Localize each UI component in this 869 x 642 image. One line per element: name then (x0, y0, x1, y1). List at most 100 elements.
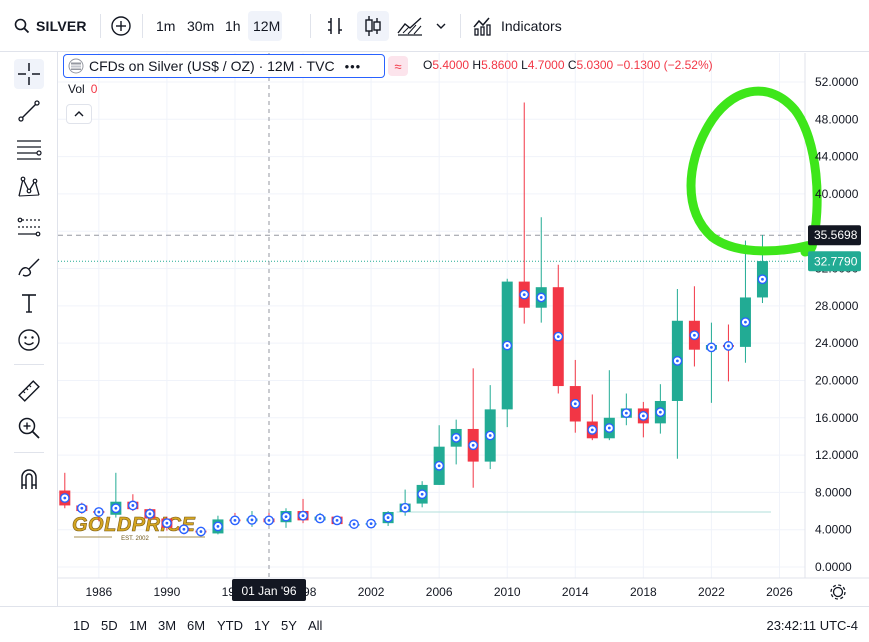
candles-style-button[interactable] (364, 0, 382, 52)
marker-dot (369, 522, 373, 526)
range-5d[interactable]: 5D (101, 607, 118, 642)
brush-tool[interactable] (14, 252, 44, 282)
candle-body (654, 400, 666, 424)
active-chart-type-highlight (357, 11, 389, 41)
fib-tool[interactable] (14, 135, 44, 165)
horizontal-lines-icon (17, 140, 42, 160)
top-toolbar: SILVER 1m 30m 1h 12M (0, 0, 869, 52)
price-tick-label: 44.0000 (815, 150, 859, 164)
marker-dot (675, 359, 679, 363)
price-tick-label: 28.0000 (815, 299, 859, 313)
text-tool[interactable] (14, 288, 44, 318)
candle-body (314, 516, 326, 521)
chart-grid (58, 53, 805, 578)
candle-body (127, 501, 139, 510)
marker-dot (522, 293, 526, 297)
marker-circle (621, 408, 632, 419)
marker-dot (148, 512, 152, 516)
marker-circle (570, 398, 581, 409)
candle-body (518, 281, 530, 308)
zoom-in-tool[interactable] (14, 413, 44, 443)
pattern-tool[interactable] (14, 172, 44, 202)
marker-dot (420, 492, 424, 496)
crosshair-price-label: 35.5698 (814, 228, 858, 242)
chevron-down-icon (436, 23, 446, 29)
range-1y[interactable]: 1Y (254, 607, 270, 642)
low-value: 4.7000 (527, 58, 565, 72)
marker-dot (284, 515, 288, 519)
range-1d[interactable]: 1D (73, 607, 90, 642)
search-icon (14, 18, 30, 34)
bar-style-button[interactable] (326, 0, 344, 52)
area-chart-icon (397, 17, 422, 36)
collapse-legend-button[interactable] (66, 104, 92, 124)
range-all[interactable]: All (308, 607, 322, 642)
candle-body (433, 446, 445, 485)
gear-ring (832, 586, 844, 598)
volume-legend[interactable]: Vol 0 (68, 82, 97, 96)
interval-12m[interactable]: 12M (253, 0, 280, 52)
flag-icon (68, 58, 84, 74)
candles-icon (365, 16, 381, 36)
time-tick-label: 2022 (698, 585, 725, 599)
marker-circle (706, 342, 717, 353)
time-tick-label: 2026 (766, 585, 793, 599)
trend-line-tool[interactable] (14, 96, 44, 126)
price-tick-label: 8.0000 (815, 485, 852, 499)
marker-circle (689, 330, 700, 341)
interval-30m[interactable]: 30m (187, 0, 214, 52)
price-tick-label: 0.0000 (815, 560, 852, 574)
candle-body (586, 421, 598, 439)
series-legend[interactable]: CFDs on Silver (US$ / OZ) · 12M · TVC ••… (63, 54, 385, 78)
time-tick-label: 2018 (630, 585, 657, 599)
price-tick-label: 20.0000 (815, 373, 859, 387)
marker-circle (196, 526, 206, 537)
measure-tool[interactable] (14, 376, 44, 406)
candle-body (569, 386, 581, 422)
area-style-button[interactable] (397, 0, 423, 52)
marker-dot (199, 530, 203, 533)
toolbar-divider (100, 14, 101, 38)
candle-body (280, 511, 292, 523)
crosshair-tool[interactable] (14, 59, 44, 89)
interval-1h[interactable]: 1h (225, 0, 241, 52)
candle-body (144, 509, 156, 519)
range-5y[interactable]: 5Y (281, 607, 297, 642)
range-label: 1M (129, 617, 148, 633)
marker-circle (76, 503, 87, 514)
candle-body (756, 261, 768, 298)
range-6m[interactable]: 6M (187, 607, 205, 642)
emoji-tool[interactable] (14, 325, 44, 355)
range-ytd[interactable]: YTD (217, 607, 243, 642)
interval-label: 1h (225, 18, 241, 34)
range-3m[interactable]: 3M (158, 607, 176, 642)
symbol-search[interactable]: SILVER (14, 0, 87, 52)
ruler-icon (18, 380, 40, 402)
indicators-button[interactable]: Indicators (473, 0, 562, 52)
range-label: 1D (73, 617, 90, 633)
watermark-est: EST. 2002 (121, 536, 149, 542)
candle-body (705, 345, 717, 350)
price-tick-label: 16.0000 (815, 411, 859, 425)
trend-line-icon (18, 100, 40, 122)
compare-symbol-button[interactable] (110, 0, 132, 52)
marker-dot (386, 516, 390, 519)
marker-circle (740, 317, 751, 328)
close-key: C (567, 58, 577, 72)
marker-circle (502, 340, 513, 351)
wave-icon[interactable]: ≈ (388, 56, 408, 76)
marker-dot (352, 522, 356, 526)
magnet-tool[interactable] (14, 464, 44, 494)
candle-body (161, 518, 173, 528)
interval-1m[interactable]: 1m (156, 0, 175, 52)
marker-dot (131, 504, 135, 507)
marker-circle (264, 515, 274, 526)
clock-timezone[interactable]: 23:42:11 UTC-4 (766, 607, 858, 642)
range-label: 6M (187, 617, 206, 633)
toolbar-divider (14, 452, 44, 453)
range-1m[interactable]: 1M (129, 607, 147, 642)
more-options-icon[interactable]: ••• (344, 58, 362, 74)
chart-type-dropdown[interactable] (436, 0, 446, 52)
forecast-tool[interactable] (14, 212, 44, 242)
